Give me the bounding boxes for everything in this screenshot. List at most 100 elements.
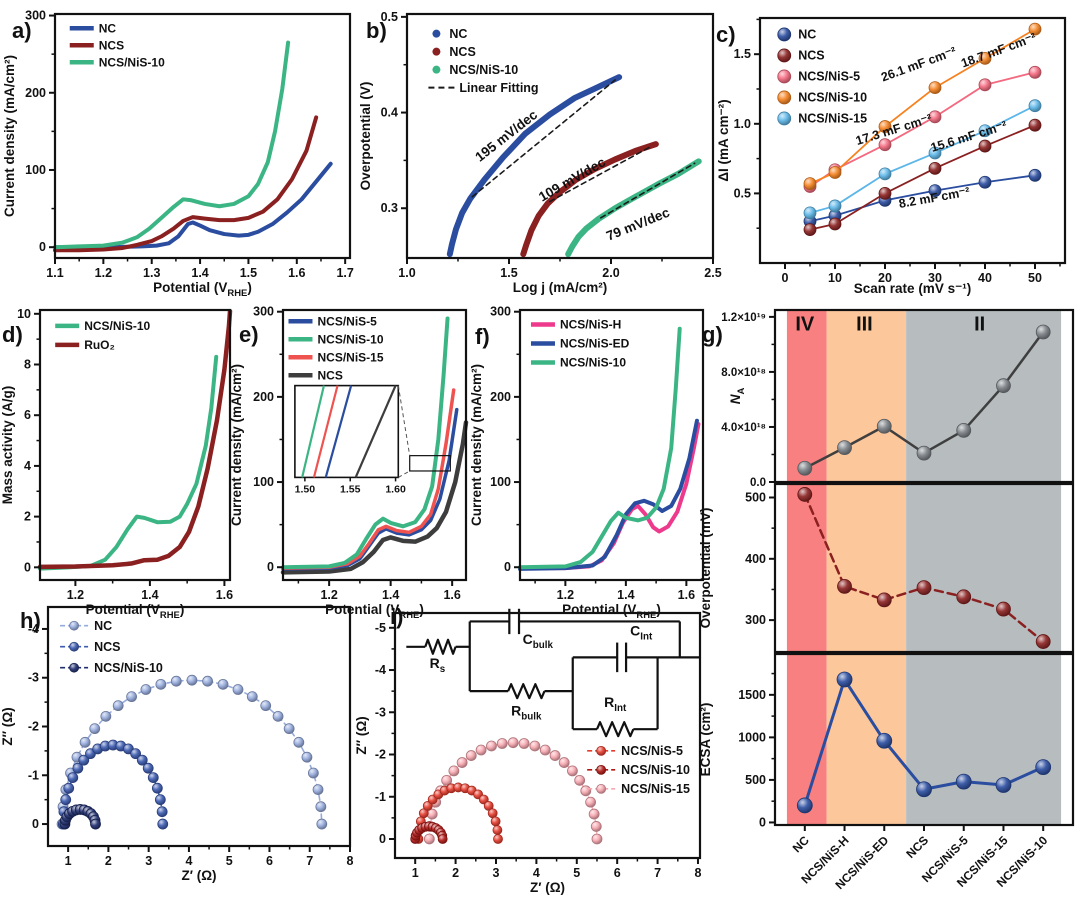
svg-text:10: 10	[17, 307, 31, 321]
series-RuO₂	[37, 309, 233, 570]
svg-text:2.5: 2.5	[704, 266, 721, 280]
svg-text:-1: -1	[375, 790, 386, 804]
svg-text:NC: NC	[94, 619, 112, 633]
series-fit-NCS	[549, 145, 653, 203]
svg-text:NCS/NiS-10: NCS/NiS-10	[317, 332, 383, 346]
svg-text:5: 5	[573, 866, 580, 880]
svg-text:6: 6	[266, 854, 273, 868]
svg-text:0.0: 0.0	[750, 477, 766, 489]
axis-ticks: 1.1 1.2 1.3 1.4 1.5 1.6 1.7 0 100 200 300	[25, 9, 354, 280]
panel-b-label: b)	[366, 18, 387, 43]
panel-f-label: f)	[475, 324, 490, 349]
svg-text:2: 2	[452, 866, 459, 880]
svg-text:100: 100	[253, 475, 274, 489]
svg-text:-3: -3	[375, 705, 386, 719]
panel-f: f) 1.2 1.4 1.6 0 100 200 300 Potential (VRHE) Cu…	[469, 298, 716, 621]
series-NC	[446, 74, 623, 258]
axis-ticks: 1.2 1.4 1.6 0 2 4 6 8 10	[17, 307, 233, 602]
svg-text:0: 0	[504, 560, 511, 574]
series-NCS	[280, 420, 469, 575]
y-axis-label: Current density (mA/cm²)	[2, 55, 17, 217]
panel-i-plot: Rs Cbulk Rbulk CInt RInt 1 2 3 4 5 6 7 8 0 -1 -2 -3 -4 -5 Z…	[354, 608, 702, 895]
svg-text:1.6: 1.6	[288, 266, 305, 280]
series-NCS/NiS-10	[803, 22, 1042, 191]
annotation: II	[974, 314, 985, 336]
x-axis-label: Potential (VRHE)	[86, 602, 185, 621]
annotation: IV	[795, 314, 815, 336]
y-axis-label: Current density (mA/cm²)	[229, 364, 244, 526]
panel-a-label: a)	[12, 18, 32, 43]
legend: NC NCS NCS/NiS-10	[60, 619, 163, 675]
svg-text:III: III	[856, 314, 873, 336]
legend: NCS/NiS-H NCS/NiS-ED NCS/NiS-10	[530, 318, 630, 370]
svg-text:0: 0	[32, 817, 39, 831]
x-axis-label: Potential (VRHE)	[325, 602, 424, 621]
svg-text:0.5: 0.5	[734, 186, 751, 200]
series-NCS/NiS-10	[38, 354, 219, 571]
svg-text:500: 500	[745, 773, 766, 787]
plot-border	[53, 12, 352, 260]
svg-text:0: 0	[267, 560, 274, 574]
y-axis-label: Z″ (Ω)	[354, 716, 369, 754]
svg-text:NC: NC	[449, 27, 467, 41]
svg-text:1.6: 1.6	[678, 588, 695, 602]
svg-text:1.7: 1.7	[336, 266, 353, 280]
svg-text:1: 1	[65, 854, 72, 868]
svg-text:1.4: 1.4	[617, 588, 634, 602]
axis-ticks: 1.0 1.5 2.0 2.5 0.3 0.4 0.5	[381, 10, 722, 280]
y-axis-label: NA	[728, 388, 747, 405]
svg-text:26.1 mF cm⁻²: 26.1 mF cm⁻²	[879, 44, 958, 84]
svg-text:NCS/NiS-10: NCS/NiS-10	[94, 661, 163, 675]
series-NCS	[53, 115, 319, 253]
svg-text:1.4: 1.4	[382, 588, 399, 602]
panel-b: b) 1.0 1.5 2.0 2.5 0.3 0.4 0.5 Log j (mA/cm²) Ov…	[358, 0, 722, 296]
svg-text:IV: IV	[795, 314, 815, 336]
svg-text:400: 400	[745, 552, 766, 566]
panel-a: a) 1.1 1.2 1.3 1.4 1.5 1.6 1.7 0 100 200 300 Potent…	[0, 0, 358, 299]
svg-text:1.2×10¹⁹: 1.2×10¹⁹	[721, 312, 766, 324]
svg-text:300: 300	[490, 305, 511, 319]
svg-text:1.1: 1.1	[46, 266, 63, 280]
panel-g-overpotential: 300 400 500 Overpotential (mV)	[698, 482, 1080, 658]
panel-g-ecsa: 0 500 1000 1500 NC NCS/NiS-H NCS/NiS-ED NCS NCS/…	[698, 652, 1080, 907]
series-NCS/NiS-15	[803, 99, 1042, 220]
svg-text:1.5: 1.5	[240, 266, 257, 280]
svg-text:2: 2	[105, 854, 112, 868]
svg-text:10: 10	[828, 271, 842, 285]
y-axis-label: Overpotential (V)	[358, 82, 373, 191]
svg-text:8.0×10¹⁸: 8.0×10¹⁸	[721, 367, 766, 379]
svg-text:1.2: 1.2	[320, 588, 337, 602]
panel-e: e) 1.50 1.55 1.60 1.2 1.4 1.6 0 100 200 300 Potent…	[225, 298, 475, 621]
svg-text:0.3: 0.3	[381, 201, 398, 215]
svg-text:1.0: 1.0	[398, 266, 415, 280]
svg-text:6: 6	[24, 408, 31, 422]
panel-d-label: d)	[2, 322, 23, 347]
svg-text:200: 200	[253, 390, 274, 404]
svg-text:NCS/NiS-10: NCS/NiS-10	[798, 91, 867, 105]
plot-border	[281, 308, 468, 582]
resistor-symbol	[424, 638, 457, 655]
series-NCS	[803, 118, 1042, 236]
panel-a-plot: 1.1 1.2 1.3 1.4 1.5 1.6 1.7 0 100 200 300 Potential…	[2, 9, 354, 299]
svg-text:NCS: NCS	[449, 45, 475, 59]
svg-text:8: 8	[24, 358, 31, 372]
svg-text:NCS: NCS	[317, 368, 342, 382]
svg-text:NCS/NiS-15: NCS/NiS-15	[621, 782, 690, 796]
series-NA	[797, 324, 1051, 476]
svg-text:500: 500	[745, 490, 766, 504]
plot-border	[38, 308, 232, 582]
svg-text:0: 0	[379, 832, 386, 846]
svg-text:NC: NC	[790, 833, 812, 855]
axis-ticks: 1 2 3 4 5 6 7 8 0 -1 -2 -3 -4	[28, 622, 354, 868]
x-axis-label: Z′ (Ω)	[181, 868, 216, 883]
svg-text:0: 0	[782, 271, 789, 285]
series-fit-NC	[471, 79, 616, 198]
annotation: 26.1 mF cm⁻²	[879, 44, 958, 84]
legend: NC NCS NCS/NiS-5 NCS/NiS-10 NCS/NiS-15	[777, 27, 867, 126]
series-NCS/NiS-5	[413, 782, 503, 844]
panel-c-label: c)	[716, 22, 736, 47]
svg-text:300: 300	[253, 305, 274, 319]
